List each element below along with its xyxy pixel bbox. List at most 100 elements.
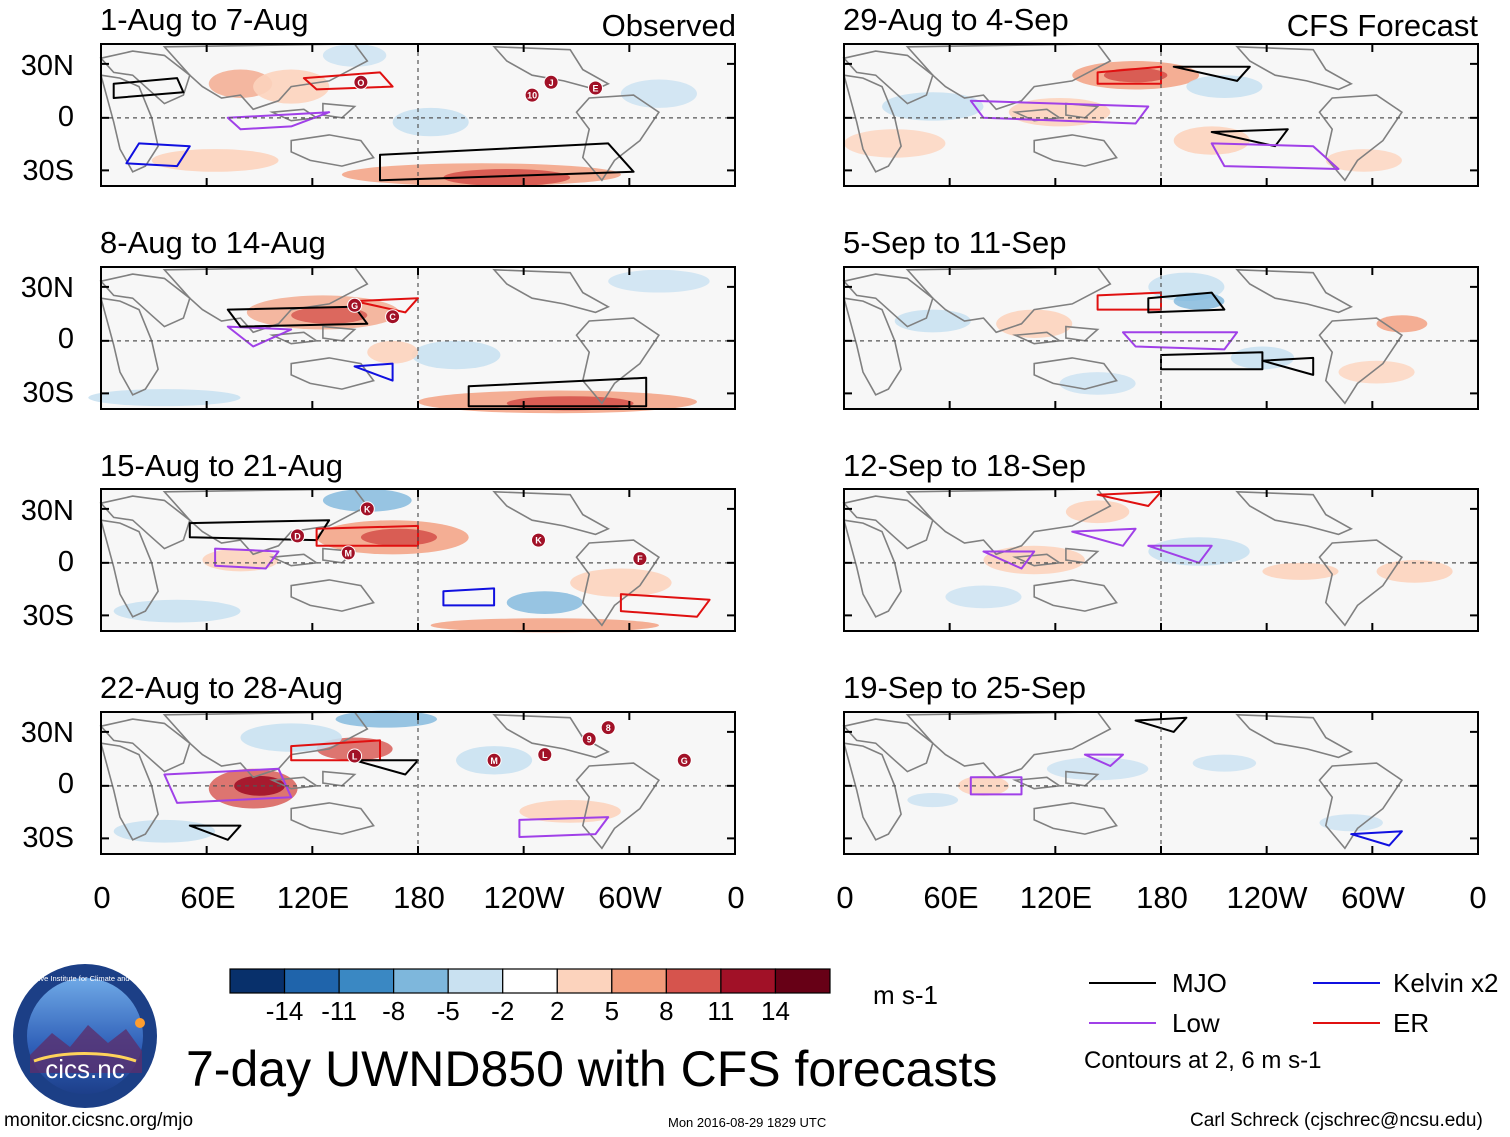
coastline bbox=[905, 711, 1112, 779]
storm-label: L bbox=[352, 752, 358, 762]
coastline bbox=[269, 331, 319, 345]
coastline bbox=[1033, 134, 1118, 167]
map-background bbox=[101, 267, 735, 409]
lon-label: 0 bbox=[93, 880, 111, 915]
colorbar-tick-label: -14 bbox=[265, 996, 304, 1026]
storm-label: J bbox=[549, 78, 554, 88]
lat-label-30n: 30N bbox=[20, 272, 74, 304]
storm-marker: 9 bbox=[581, 731, 597, 747]
coastline bbox=[162, 43, 369, 111]
storm-marker: 8 bbox=[600, 720, 616, 736]
storm-label: C bbox=[389, 312, 396, 322]
lon-label: 180 bbox=[1136, 880, 1188, 915]
forecast-panel-2-title: 5-Sep to 11-Sep bbox=[843, 225, 1067, 260]
coastline bbox=[1012, 108, 1062, 122]
colorbar-swatch bbox=[556, 968, 613, 994]
map-panel-forecast-1 bbox=[842, 43, 1479, 187]
lon-label: 120W bbox=[1226, 880, 1308, 915]
legend-note: Contours at 2, 6 m s-1 bbox=[1084, 1047, 1322, 1074]
legend-label-low: Low bbox=[1172, 1008, 1220, 1038]
coastline bbox=[99, 718, 191, 773]
logo-text: cics.nc bbox=[45, 1054, 124, 1084]
coastline bbox=[1235, 713, 1353, 759]
coastline bbox=[99, 742, 159, 841]
map-panel-observed-4: L M L 9 8 G bbox=[99, 710, 736, 855]
colorbar-swatch bbox=[229, 968, 286, 994]
storm-label: G bbox=[681, 756, 688, 766]
coastline bbox=[1235, 490, 1353, 536]
lon-label: 60E bbox=[923, 880, 979, 915]
colorbar bbox=[229, 968, 831, 994]
colorbar-tick-label: 2 bbox=[550, 996, 565, 1026]
colorbar-swatch bbox=[283, 968, 340, 994]
lat-label-30n: 30N bbox=[20, 50, 74, 82]
lat-label-30n: 30N bbox=[20, 717, 74, 749]
map-panel-observed-1: O J 10 E bbox=[99, 43, 736, 187]
map-panel-observed-2: GC bbox=[88, 266, 736, 414]
coastline bbox=[842, 495, 934, 550]
lat-label-30s: 30S bbox=[22, 155, 74, 187]
coastline bbox=[575, 317, 661, 405]
colorbar-tick-label: 11 bbox=[707, 996, 735, 1026]
storm-label: K bbox=[535, 536, 542, 546]
coastline bbox=[575, 94, 661, 182]
legend bbox=[1089, 982, 1380, 1024]
storm-label: 8 bbox=[606, 723, 611, 733]
legend-label-kelvin: Kelvin x2 bbox=[1393, 968, 1499, 998]
coastline bbox=[842, 742, 902, 841]
coastline bbox=[492, 490, 610, 536]
observed-panel-3-title: 15-Aug to 21-Aug bbox=[100, 448, 344, 483]
storm-label: O bbox=[357, 78, 364, 88]
colorbar-swatch bbox=[447, 968, 504, 994]
storm-marker: G bbox=[676, 752, 692, 768]
coastline bbox=[290, 802, 375, 835]
footer-timestamp: Mon 2016-08-29 1829 UTC bbox=[668, 1115, 827, 1130]
storm-label: K bbox=[364, 504, 371, 514]
lon-label: 120W bbox=[483, 880, 565, 915]
footer-author: Carl Schreck (cjschrec@ncsu.edu) bbox=[1190, 1110, 1483, 1131]
map-panel-forecast-4 bbox=[842, 711, 1479, 855]
colorbar-tick-label: 14 bbox=[760, 996, 790, 1026]
coastline bbox=[99, 297, 159, 396]
coastline bbox=[905, 43, 1112, 111]
coastline bbox=[99, 495, 191, 550]
storm-marker: G bbox=[347, 297, 363, 313]
coastline bbox=[1318, 762, 1404, 850]
coastline bbox=[1033, 579, 1118, 612]
coastline bbox=[1033, 357, 1118, 390]
lat-label-30n: 30N bbox=[20, 495, 74, 527]
colorbar-tick-label: -11 bbox=[321, 996, 357, 1026]
storm-marker: O bbox=[353, 74, 369, 90]
colorbar-swatch bbox=[502, 968, 558, 994]
lat-label-eq: 0 bbox=[57, 546, 74, 578]
coastline bbox=[842, 273, 934, 328]
coastline bbox=[99, 519, 159, 618]
colorbar-swatch bbox=[665, 968, 722, 994]
storm-marker: M bbox=[340, 545, 356, 561]
coastline bbox=[842, 297, 902, 396]
lon-label: 120E bbox=[276, 880, 350, 915]
forecast-column-label: CFS Forecast bbox=[1286, 8, 1478, 43]
coastline bbox=[492, 268, 610, 314]
storm-marker: D bbox=[290, 528, 305, 544]
observed-panel-1-title: 1-Aug to 7-Aug bbox=[100, 2, 309, 37]
forecast-panel-3-title: 12-Sep to 18-Sep bbox=[843, 448, 1087, 483]
storm-label: G bbox=[351, 301, 358, 311]
coastline bbox=[1235, 45, 1353, 91]
colorbar-tick-label: 5 bbox=[604, 996, 620, 1026]
cics-logo: cics.nc Cooperative Institute for Climat… bbox=[12, 964, 158, 1108]
storm-marker: E bbox=[588, 80, 603, 96]
storm-marker: L bbox=[537, 747, 553, 763]
colorbar-swatch bbox=[774, 968, 831, 994]
forecast-panel-1-title: 29-Aug to 4-Sep bbox=[843, 2, 1069, 37]
coastline bbox=[842, 74, 902, 173]
footer-url: monitor.cicsnc.org/mjo bbox=[4, 1110, 194, 1131]
lon-label: 0 bbox=[727, 880, 745, 915]
coastline bbox=[1235, 268, 1353, 314]
coastline bbox=[99, 50, 191, 105]
colorbar-swatch bbox=[338, 968, 395, 994]
storm-label: E bbox=[592, 84, 598, 94]
coastline bbox=[290, 357, 375, 390]
coastline bbox=[1012, 331, 1062, 345]
